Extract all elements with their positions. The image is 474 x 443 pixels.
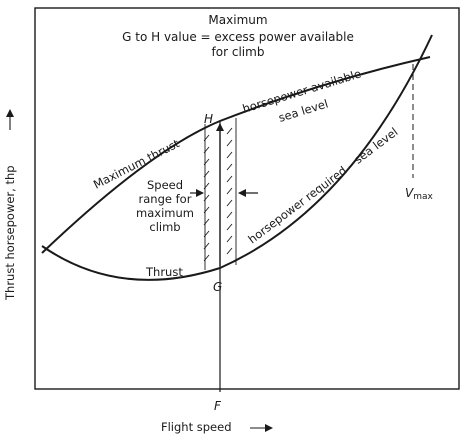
speed-range-label-3: maximum	[136, 206, 194, 220]
x-axis-label: Flight speed	[161, 420, 232, 434]
speed-range-label-2: range for	[139, 192, 192, 206]
title-line-2: G to H value = excess power available	[122, 30, 354, 44]
title-line-1: Maximum	[208, 13, 267, 27]
speed-range-label-1: Speed	[147, 178, 183, 192]
point-f-label: F	[214, 399, 222, 413]
point-h-label: H	[204, 112, 213, 126]
title-line-3: for climb	[212, 45, 265, 59]
hp-required-curve	[41, 34, 433, 281]
plot-frame	[34, 7, 460, 390]
y-axis-label: Thrust horsepower, thp	[3, 165, 17, 301]
hp-available-curve	[41, 56, 431, 254]
hp-required-label: horsepower required – sea level	[245, 125, 400, 247]
point-g-label: G	[213, 280, 222, 294]
speed-range-hatch	[203, 118, 237, 270]
thrust-label: Thrust	[145, 265, 183, 279]
vmax-label: Vmax	[405, 186, 434, 202]
speed-range-label-4: climb	[149, 220, 180, 234]
